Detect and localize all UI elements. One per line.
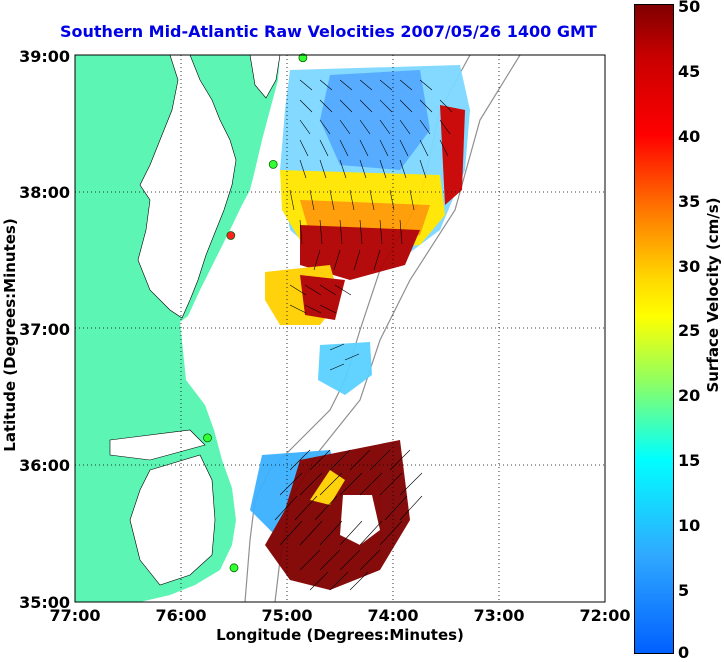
x-tick-label: 76:00 [155, 606, 207, 625]
colorbar-tick: 40 [678, 127, 701, 146]
radar-station-marker [203, 433, 212, 443]
radar-station-marker [229, 563, 239, 573]
colorbar-tick: 15 [678, 451, 701, 470]
colorbar-tick: 5 [678, 581, 690, 600]
y-tick-label: 37:00 [19, 320, 70, 339]
radar-station-marker [226, 231, 236, 240]
colorbar-tick: 50 [678, 0, 701, 16]
x-tick-label: 74:00 [367, 606, 419, 625]
radar-station-marker [298, 53, 308, 63]
x-tick-label: 77:00 [49, 606, 101, 625]
map-title: Southern Mid-Atlantic Raw Velocities 200… [60, 22, 597, 41]
colorbar-tick: 10 [678, 516, 701, 535]
y-tick-label: 38:00 [19, 183, 70, 202]
colorbar-tick: 20 [678, 386, 701, 405]
colorbar-label: Surface Velocity (cm/s) [704, 197, 722, 393]
y-tick-label: 35:00 [19, 593, 70, 612]
albemarle-sound [109, 429, 206, 461]
colorbar-tick: 30 [678, 257, 701, 276]
colorbar-tick: 25 [678, 321, 701, 340]
delaware-bay [249, 55, 281, 99]
chesapeake-bay [137, 55, 237, 319]
velocity-vectors [274, 79, 453, 591]
y-tick-label: 36:00 [19, 456, 70, 475]
x-tick-label: 75:00 [261, 606, 313, 625]
pamlico-sound [129, 454, 216, 586]
y-tick-label: 39:00 [19, 47, 70, 66]
colorbar-tick: 45 [678, 62, 701, 81]
colorbar-tick: 0 [678, 643, 690, 662]
colorbar [634, 4, 674, 654]
plot-frame [74, 54, 606, 603]
grid [75, 55, 605, 602]
y-axis-label: Latitude (Degrees:Minutes) [1, 218, 19, 452]
x-tick-label: 73:00 [473, 606, 525, 625]
radar-station-marker [268, 159, 278, 169]
radar-stations [203, 53, 308, 573]
x-tick-label: 72:00 [579, 606, 631, 625]
x-axis-label: Longitude (Degrees:Minutes) [216, 626, 464, 644]
colorbar-tick: 35 [678, 192, 701, 211]
